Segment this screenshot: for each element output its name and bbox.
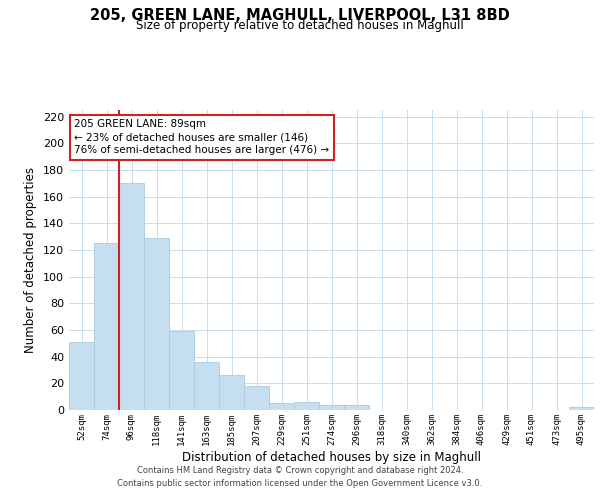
Bar: [219, 376, 244, 410]
Bar: [569, 408, 594, 410]
Bar: [144, 238, 169, 410]
X-axis label: Distribution of detached houses by size in Maghull: Distribution of detached houses by size …: [182, 450, 481, 464]
Text: Size of property relative to detached houses in Maghull: Size of property relative to detached ho…: [136, 18, 464, 32]
Bar: [319, 404, 344, 410]
Bar: [244, 386, 269, 410]
Text: 205, GREEN LANE, MAGHULL, LIVERPOOL, L31 8BD: 205, GREEN LANE, MAGHULL, LIVERPOOL, L31…: [90, 8, 510, 22]
Bar: [94, 244, 119, 410]
Bar: [119, 184, 144, 410]
Text: 205 GREEN LANE: 89sqm
← 23% of detached houses are smaller (146)
76% of semi-det: 205 GREEN LANE: 89sqm ← 23% of detached …: [74, 119, 329, 156]
Text: Contains HM Land Registry data © Crown copyright and database right 2024.
Contai: Contains HM Land Registry data © Crown c…: [118, 466, 482, 487]
Bar: [344, 404, 369, 410]
Bar: [194, 362, 219, 410]
Bar: [269, 404, 294, 410]
Bar: [294, 402, 319, 410]
Bar: [169, 332, 194, 410]
Bar: [69, 342, 94, 410]
Y-axis label: Number of detached properties: Number of detached properties: [25, 167, 37, 353]
